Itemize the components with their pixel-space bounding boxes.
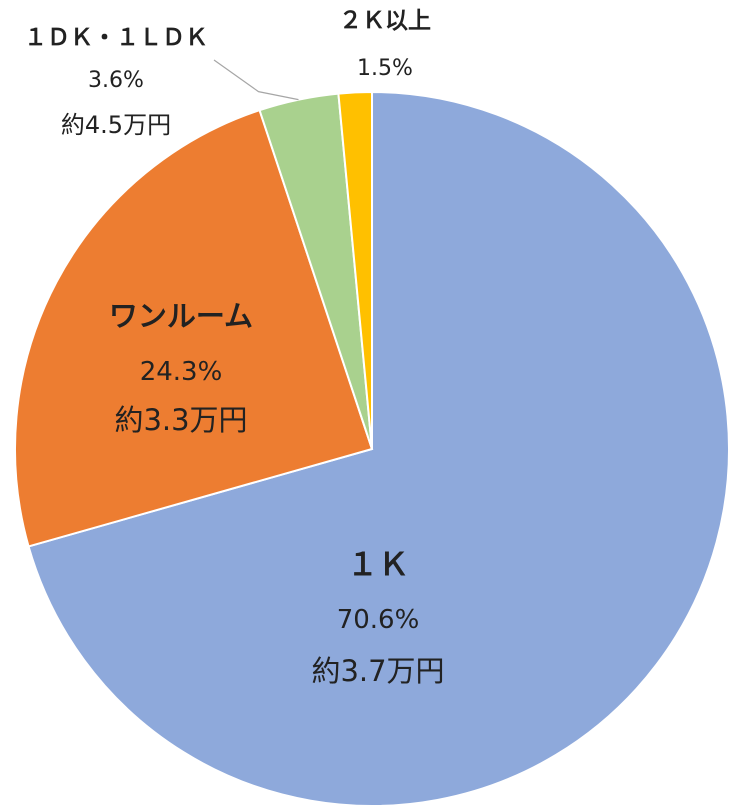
slice-pct-1k: 70.6% — [337, 605, 420, 635]
slice-label-1k: １Ｋ 70.6% 約3.7万円 — [311, 547, 444, 688]
slice-pct-2k-plus: 1.5% — [357, 56, 413, 81]
slice-name-1dk-1ldk: １ＤＫ・１ＬＤＫ — [24, 25, 208, 51]
pie-slices — [14, 90, 730, 807]
slice-label-2k-plus: ２Ｋ以上 1.5% — [339, 8, 431, 81]
slice-name-1k: １Ｋ — [347, 547, 409, 583]
slice-name-one-room: ワンルーム — [109, 299, 253, 333]
slice-pct-1dk-1ldk: 3.6% — [88, 68, 144, 93]
slice-rent-1dk-1ldk: 約4.5万円 — [61, 111, 171, 139]
slice-pct-one-room: 24.3% — [140, 357, 223, 387]
pie-slice-one-room — [14, 108, 374, 548]
slice-label-1dk-1ldk: １ＤＫ・１ＬＤＫ 3.6% 約4.5万円 — [24, 25, 208, 139]
leader-lines — [213, 59, 299, 101]
slice-label-one-room: ワンルーム 24.3% 約3.3万円 — [109, 299, 253, 437]
slice-rent-1k: 約3.7万円 — [311, 654, 444, 688]
leader-line-1dk-1ldk — [213, 59, 299, 101]
slice-rent-one-room: 約3.3万円 — [114, 403, 247, 437]
slice-name-2k-plus: ２Ｋ以上 — [339, 8, 431, 34]
pie-slice-2k-plus — [337, 90, 373, 450]
pie-slice-1k — [27, 90, 730, 807]
